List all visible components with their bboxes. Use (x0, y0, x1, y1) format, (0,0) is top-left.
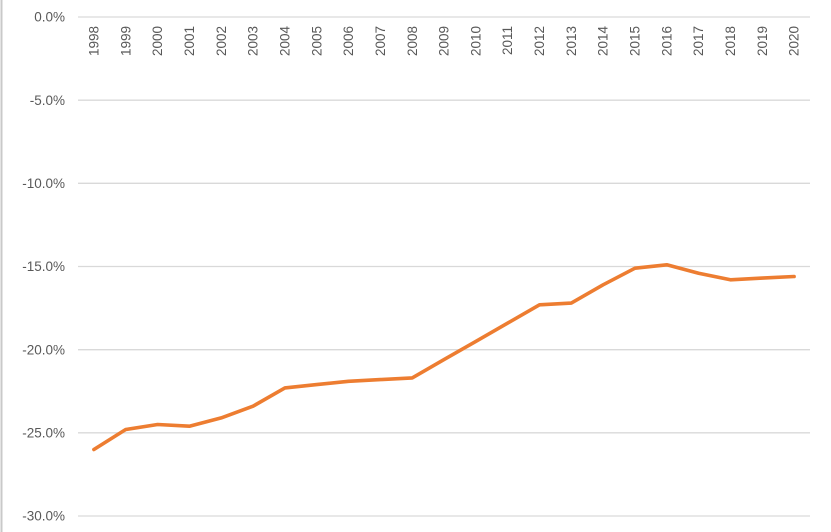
x-tick-label: 2000 (150, 26, 165, 56)
x-tick-label: 2005 (309, 26, 324, 56)
x-tick-label: 2016 (659, 26, 674, 56)
x-tick-label: 2012 (532, 26, 547, 56)
y-tick-label: -30.0% (22, 509, 65, 524)
x-tick-label: 2006 (341, 26, 356, 56)
x-tick-label: 2007 (373, 26, 388, 56)
y-tick-label: -10.0% (22, 176, 65, 191)
y-tick-label: 0.0% (34, 10, 65, 25)
x-tick-label: 2010 (468, 26, 483, 56)
x-tick-label: 2008 (405, 26, 420, 56)
x-tick-label: 2020 (787, 26, 802, 56)
y-tick-label: -25.0% (22, 425, 65, 440)
x-tick-label: 2001 (182, 26, 197, 56)
y-tick-label: -5.0% (30, 93, 65, 108)
x-tick-label: 2017 (691, 26, 706, 56)
x-tick-label: 1999 (118, 26, 133, 56)
x-tick-label: 2013 (564, 26, 579, 56)
x-tick-label: 1998 (87, 26, 102, 56)
x-tick-label: 2015 (628, 26, 643, 56)
x-tick-label: 2004 (277, 26, 292, 57)
x-tick-label: 2014 (596, 26, 611, 57)
x-tick-label: 2003 (246, 26, 261, 56)
x-tick-label: 2019 (755, 26, 770, 56)
x-tick-label: 2002 (214, 26, 229, 56)
y-tick-label: -20.0% (22, 342, 65, 357)
y-tick-label: -15.0% (22, 259, 65, 274)
x-tick-label: 2018 (723, 26, 738, 56)
data-series-line (92, 262, 796, 452)
x-tick-label: 2011 (500, 26, 515, 55)
x-tick-label: 2009 (437, 26, 452, 56)
